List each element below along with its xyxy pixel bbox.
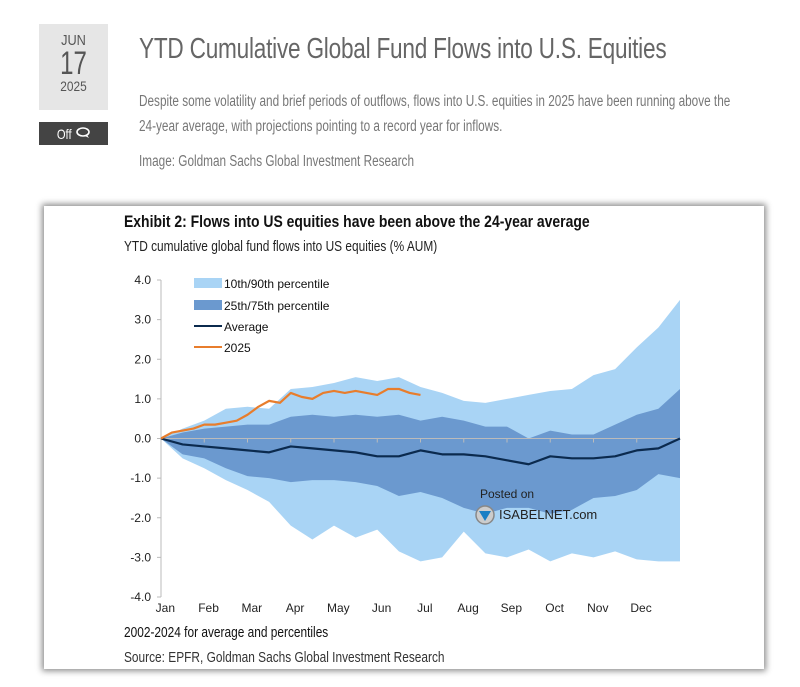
x-tick-label: Dec	[630, 601, 651, 615]
y-tick-label: 1.0	[134, 392, 151, 406]
isabelnet-logo-icon	[475, 505, 495, 525]
post-description: Despite some volatility and brief period…	[139, 93, 731, 135]
x-tick-label: Sep	[501, 601, 523, 615]
x-tick-label: Feb	[198, 601, 219, 615]
chart-legend: 10th/90th percentile 25th/75th percentil…	[194, 277, 330, 355]
x-tick-label: Nov	[587, 601, 608, 615]
legend-label-2025: 2025	[224, 341, 251, 355]
post-date-year: 2025	[60, 78, 87, 94]
chart-title: Exhibit 2: Flows into US equities have b…	[124, 212, 590, 231]
x-tick-label: Jun	[372, 601, 391, 615]
x-tick-label: Jul	[417, 601, 432, 615]
legend-swatch-25-75	[194, 300, 222, 310]
x-tick-label: Oct	[545, 601, 564, 615]
y-tick-label: 3.0	[134, 313, 151, 327]
chart-note: 2002-2024 for average and percentiles	[124, 625, 329, 641]
legend-swatch-10-90	[194, 278, 222, 288]
x-tick-label: Jan	[156, 601, 175, 615]
chart-image-frame: Exhibit 2: Flows into US equities have b…	[44, 206, 764, 669]
legend-label-10-90: 10th/90th percentile	[224, 277, 330, 291]
series-2025-line	[160, 387, 421, 440]
post-date-month: JUN	[61, 32, 86, 49]
comment-bubbles-icon	[76, 126, 92, 142]
y-tick-label: -4.0	[130, 590, 151, 604]
watermark: Posted on ISABELNET.com	[475, 487, 597, 525]
chart-plot: 4.0 3.0 2.0 1.0 0.0 -1.0 -2.0 -3.0 -4.0 Jan Feb Mar…	[130, 273, 681, 615]
y-tick-label: 2.0	[134, 352, 151, 366]
post-date-day: 17	[60, 45, 87, 81]
chart-subtitle: YTD cumulative global fund flows into US…	[124, 239, 438, 255]
watermark-line1: Posted on	[480, 487, 534, 501]
x-tick-label: May	[327, 601, 350, 615]
post-title: YTD Cumulative Global Fund Flows into U.…	[139, 33, 667, 65]
comments-button[interactable]: Off	[39, 122, 108, 145]
y-tick-label: -1.0	[130, 471, 151, 485]
post-date: JUN 17 2025	[39, 24, 108, 110]
legend-label-average: Average	[224, 320, 269, 334]
series-average-line	[160, 437, 681, 466]
x-tick-label: Mar	[241, 601, 262, 615]
image-credit: Image: Goldman Sachs Global Investment R…	[139, 153, 415, 170]
x-tick-label: Aug	[457, 601, 478, 615]
watermark-line2: ISABELNET.com	[499, 507, 597, 522]
x-tick-label: Apr	[286, 601, 305, 615]
y-tick-label: -2.0	[130, 511, 151, 525]
y-tick-label: 0.0	[134, 432, 151, 446]
legend-label-25-75: 25th/75th percentile	[224, 299, 330, 313]
y-tick-label: 4.0	[134, 273, 151, 287]
y-tick-label: -3.0	[130, 550, 151, 564]
comments-label: Off	[56, 125, 72, 142]
chart-source: Source: EPFR, Goldman Sachs Global Inves…	[124, 650, 445, 666]
